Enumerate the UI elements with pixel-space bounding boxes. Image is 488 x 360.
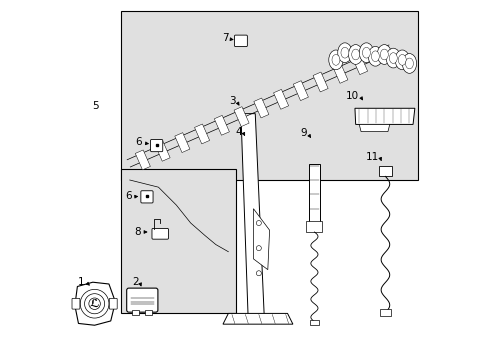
Text: 7: 7 [221, 33, 228, 43]
Bar [378, 166, 391, 176]
Bar [379, 309, 390, 316]
Polygon shape [75, 282, 115, 325]
Text: 1: 1 [78, 277, 85, 287]
Ellipse shape [359, 43, 373, 63]
Ellipse shape [380, 49, 387, 60]
Ellipse shape [328, 50, 343, 70]
Text: 4: 4 [235, 127, 242, 136]
Polygon shape [155, 141, 170, 161]
FancyBboxPatch shape [152, 228, 168, 239]
Polygon shape [214, 115, 229, 135]
Polygon shape [253, 98, 268, 118]
FancyBboxPatch shape [141, 191, 153, 203]
Polygon shape [234, 107, 248, 127]
Polygon shape [312, 72, 327, 92]
FancyBboxPatch shape [126, 288, 158, 312]
Text: 10: 10 [346, 91, 359, 101]
Bar [132, 310, 139, 315]
Ellipse shape [351, 49, 359, 60]
Ellipse shape [367, 46, 382, 66]
FancyBboxPatch shape [109, 298, 117, 309]
Ellipse shape [362, 47, 369, 58]
Ellipse shape [337, 43, 351, 63]
Polygon shape [194, 124, 209, 144]
Bar [309, 320, 318, 325]
Polygon shape [223, 314, 292, 324]
Ellipse shape [398, 54, 406, 65]
Polygon shape [273, 89, 288, 109]
Text: 11: 11 [365, 152, 378, 162]
Ellipse shape [386, 48, 400, 68]
Polygon shape [253, 209, 269, 270]
Bar [121, 12, 418, 180]
Ellipse shape [405, 58, 412, 69]
Ellipse shape [340, 47, 348, 58]
Text: ℒ: ℒ [90, 299, 99, 309]
FancyBboxPatch shape [150, 139, 163, 152]
Polygon shape [135, 150, 150, 170]
Polygon shape [352, 55, 367, 75]
Polygon shape [354, 108, 414, 125]
FancyBboxPatch shape [234, 35, 247, 46]
Polygon shape [174, 133, 189, 153]
Polygon shape [293, 81, 308, 100]
Bar [305, 221, 322, 232]
Ellipse shape [376, 45, 391, 64]
Bar [121, 169, 235, 313]
Ellipse shape [371, 51, 379, 62]
Text: 6: 6 [124, 191, 131, 201]
Text: 6: 6 [135, 138, 142, 147]
Text: 9: 9 [300, 129, 306, 138]
Polygon shape [332, 63, 347, 83]
Ellipse shape [402, 54, 416, 73]
Ellipse shape [388, 53, 396, 63]
Text: 2: 2 [132, 277, 139, 287]
Text: 5: 5 [92, 102, 99, 112]
Bar [308, 164, 319, 223]
FancyBboxPatch shape [72, 298, 80, 309]
Bar [145, 310, 152, 315]
Ellipse shape [348, 45, 362, 64]
Text: 3: 3 [228, 96, 235, 106]
Ellipse shape [331, 54, 339, 65]
Polygon shape [241, 114, 264, 316]
Ellipse shape [394, 50, 408, 70]
Text: 8: 8 [134, 227, 140, 237]
Polygon shape [359, 125, 389, 132]
